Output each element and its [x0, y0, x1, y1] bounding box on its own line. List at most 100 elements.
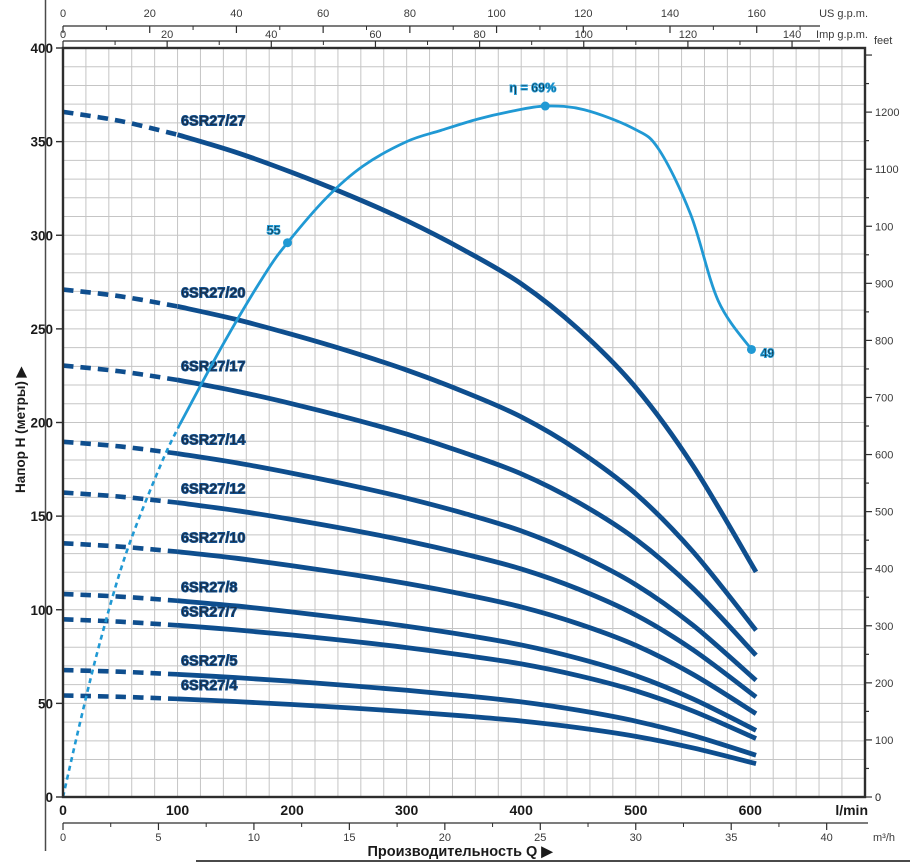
curve-label-6SR27/14: 6SR27/14 — [181, 433, 246, 449]
m3h-tick-label: 40 — [821, 832, 833, 844]
axis-top-imp-gpm-tick-label: 20 — [161, 29, 173, 41]
feet-tick-label: 700 — [875, 392, 893, 404]
m3h-tick-label: 25 — [534, 832, 546, 844]
curve-label-6SR27/10: 6SR27/10 — [181, 531, 246, 547]
feet-tick-label: 800 — [875, 335, 893, 347]
m3h-tick-label: 35 — [725, 832, 737, 844]
axis-top-us-gpm-tick-label: 80 — [404, 8, 416, 20]
left-tick-label: 200 — [30, 416, 53, 431]
pump-curve-dashed-6SR27/17 — [62, 363, 178, 383]
axis-top-us-gpm-tick-label: 160 — [748, 8, 766, 20]
left-tick-label: 400 — [30, 41, 53, 56]
feet-tick-label: 100 — [875, 221, 893, 233]
feet-axis-title: feet — [874, 35, 892, 47]
pump-curve-6SR27/10 — [177, 549, 758, 716]
m3h-tick-label: 0 — [60, 832, 66, 844]
pump-curve-6SR27/7 — [177, 622, 757, 741]
lmin-tick-label: 0 — [59, 802, 67, 818]
feet-tick-label: 0 — [875, 792, 881, 804]
curve-label-6SR27/7: 6SR27/7 — [181, 604, 237, 620]
left-tick-label: 250 — [30, 322, 53, 337]
axis-bottom-m3h: 0 5 10 15 20 25 30 35 40 m³/h — [60, 822, 895, 844]
axis-top-us-gpm-tick-label: 0 — [60, 8, 66, 20]
axis-top-us-gpm-tick-label: 120 — [574, 8, 592, 20]
lmin-tick-label: 600 — [739, 802, 763, 818]
m3h-tick-label: 10 — [248, 832, 260, 844]
curve-label-6SR27/8: 6SR27/8 — [181, 580, 237, 596]
curve-label-6SR27/4: 6SR27/4 — [181, 678, 237, 694]
left-tick-label: 350 — [30, 135, 53, 150]
feet-zero-label: 0 — [875, 792, 881, 804]
lmin-tick-label: 500 — [624, 802, 648, 818]
m3h-axis-title: m³/h — [873, 832, 895, 844]
axis-top-imp-gpm-tick-label: 40 — [265, 29, 277, 41]
lmin-tick-label: 100 — [166, 802, 190, 818]
axis-top-us-gpm-tick-label: 100 — [487, 8, 505, 20]
axis-top-imp-gpm-title: Imp g.p.m. — [816, 29, 868, 41]
axis-top-imp-gpm-tick-label: 140 — [783, 29, 801, 41]
axis-top-us-gpm-tick-label: 40 — [230, 8, 242, 20]
axis-top-us-gpm-tick-label: 20 — [144, 8, 156, 20]
feet-tick-label: 600 — [875, 450, 893, 462]
feet-tick-label: 500 — [875, 507, 893, 519]
efficiency-point-55 — [283, 238, 293, 248]
axis-top-us-gpm-tick-label: 140 — [661, 8, 679, 20]
curve-label-6SR27/5: 6SR27/5 — [181, 653, 237, 669]
feet-tick-label: 1100 — [875, 164, 899, 176]
left-tick-label: 300 — [30, 228, 53, 243]
pump-curve-6SR27/14 — [177, 451, 758, 683]
efficiency-annotation: 49 — [760, 346, 774, 360]
feet-tick-label: 900 — [875, 278, 893, 290]
feet-tick-label: 300 — [875, 621, 893, 633]
pump-curve-dashed-6SR27/12 — [62, 490, 178, 505]
efficiency-curve-dashed — [61, 423, 182, 798]
pump-curve-dashed-6SR27/20 — [62, 287, 178, 309]
efficiency-curve-solid — [178, 104, 753, 426]
pump-curve-6SR27/5 — [177, 671, 757, 758]
axis-top-imp-gpm: 0 20 40 60 80 100 120 140 Imp g.p.m. — [60, 29, 868, 48]
pump-curve-dashed-6SR27/4 — [62, 693, 178, 702]
m3h-tick-label: 30 — [630, 832, 642, 844]
pump-curve-6SR27/12 — [177, 500, 758, 699]
curve-label-6SR27/12: 6SR27/12 — [181, 482, 246, 498]
pump-curves: 6SR27/27 6SR27/20 6SR27/17 6SR27/14 6SR27/12… — [62, 109, 759, 766]
axis-top-us-gpm-title: US g.p.m. — [819, 8, 868, 20]
pump-curve-dashed-6SR27/27 — [62, 109, 179, 137]
axis-top-imp-gpm-tick-label: 120 — [679, 29, 697, 41]
curve-label-6SR27/17: 6SR27/17 — [181, 359, 246, 375]
pump-curve-dashed-6SR27/8 — [62, 591, 178, 604]
pump-curve-dashed-6SR27/5 — [62, 667, 178, 677]
axis-top-imp-gpm-tick-label: 0 — [60, 29, 66, 41]
pump-curve-dashed-6SR27/7 — [62, 617, 178, 628]
axis-right-feet: 0 100 200 300 400 500 600 700 800 900 100 1100 1200 f… — [865, 35, 899, 804]
efficiency-curve: 55 η = 69% 49 — [61, 81, 775, 798]
efficiency-point-49 — [746, 344, 756, 354]
feet-tick-label: 400 — [875, 564, 893, 576]
lmin-tick-label: 300 — [395, 802, 419, 818]
pump-curve-6SR27/4 — [177, 696, 757, 766]
lmin-axis-title: l/min — [835, 802, 868, 818]
efficiency-point-η = 69% — [540, 101, 550, 111]
left-tick-label: 0 — [45, 790, 53, 805]
efficiency-annotation: 55 — [267, 224, 281, 238]
axis-top-imp-gpm-tick-label: 60 — [369, 29, 381, 41]
axis-top-imp-gpm-tick-label: 100 — [575, 29, 593, 41]
feet-tick-label: 200 — [875, 678, 893, 690]
left-tick-label: 150 — [30, 509, 53, 524]
x-axis-title: Производительность Q ▶ — [367, 844, 554, 860]
curve-label-6SR27/27: 6SR27/27 — [181, 114, 246, 130]
y-axis-title: Напор H (метры) ▶ — [13, 365, 28, 493]
m3h-tick-label: 5 — [155, 832, 161, 844]
feet-tick-label: 100 — [875, 735, 893, 747]
left-tick-label: 100 — [30, 603, 53, 618]
pump-curve-dashed-6SR27/14 — [62, 439, 178, 456]
efficiency-annotation: η = 69% — [509, 81, 556, 95]
m3h-tick-label: 20 — [439, 832, 451, 844]
m3h-tick-label: 15 — [343, 832, 355, 844]
pump-curve-dashed-6SR27/10 — [62, 540, 178, 554]
axis-top-imp-gpm-tick-label: 80 — [473, 29, 485, 41]
axis-bottom-lmin: 0 100 200 300 400 500 600 l/min 0 — [59, 792, 881, 818]
